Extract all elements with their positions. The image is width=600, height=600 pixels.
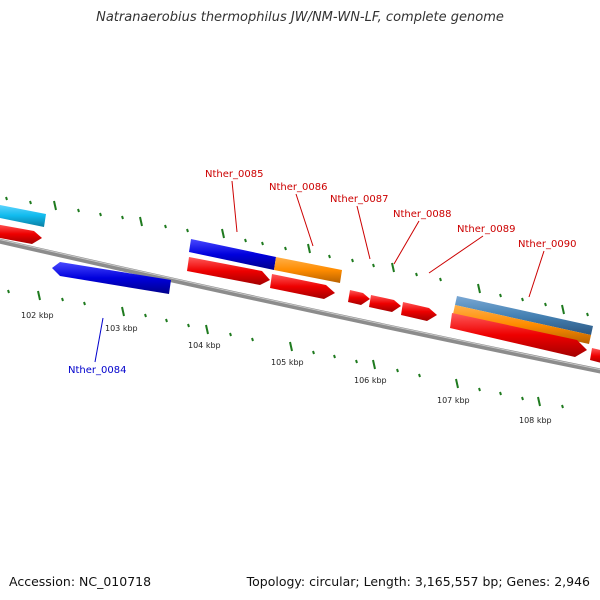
- label-leaders: [94, 180, 545, 363]
- gene-label-0088[interactable]: Nther_0088: [393, 209, 451, 220]
- kbp-label: 102 kbp: [21, 311, 54, 320]
- genome-backbone: [0, 238, 600, 374]
- gene-label-0086[interactable]: Nther_0086: [269, 182, 327, 193]
- gene-label-0087[interactable]: Nther_0087: [330, 194, 388, 205]
- gene-bar-0084[interactable]: [52, 262, 171, 294]
- cds-arrow-0087[interactable]: [348, 290, 370, 305]
- kbp-label: 103 kbp: [105, 324, 138, 333]
- outer-tick-row: [5, 196, 589, 317]
- kbp-labels: 102 kbp 103 kbp 104 kbp 105 kbp 106 kbp …: [21, 311, 552, 425]
- gene-track: [0, 204, 593, 344]
- gene-labels: Nther_0085 Nther_0086 Nther_0087 Nther_0…: [68, 169, 576, 376]
- cds-arrow-0085[interactable]: [187, 257, 270, 285]
- kbp-label: 108 kbp: [519, 416, 552, 425]
- cds-track: [0, 224, 600, 364]
- gene-bar-cyan[interactable]: [0, 204, 46, 227]
- kbp-label: 105 kbp: [271, 358, 304, 367]
- cds-arrow-0088b[interactable]: [401, 302, 437, 321]
- cds-arrow-0089[interactable]: [450, 313, 587, 357]
- genome-summary-text: Topology: circular; Length: 3,165,557 bp…: [246, 574, 590, 589]
- kbp-label: 107 kbp: [437, 396, 470, 405]
- map-title: Natranaerobius thermophilus JW/NM-WN-LF,…: [96, 10, 504, 25]
- gene-label-0084[interactable]: Nther_0084: [68, 365, 126, 376]
- cds-arrow-left[interactable]: [0, 224, 42, 244]
- cds-arrow-0088[interactable]: [369, 295, 401, 312]
- gene-bar-0086[interactable]: [274, 257, 342, 283]
- cds-arrow-right[interactable]: [590, 348, 600, 364]
- genome-backbone-highlight: [0, 239, 600, 370]
- cds-arrow-0086[interactable]: [270, 274, 335, 299]
- inner-tick-row: [7, 289, 564, 409]
- kbp-label: 104 kbp: [188, 341, 221, 350]
- gene-label-0090[interactable]: Nther_0090: [518, 239, 576, 250]
- gene-label-0085[interactable]: Nther_0085: [205, 169, 263, 180]
- kbp-label: 106 kbp: [354, 376, 387, 385]
- accession-text: Accession: NC_010718: [9, 574, 152, 589]
- gene-bar-0089-orange[interactable]: [453, 305, 591, 344]
- gene-label-0089[interactable]: Nther_0089: [457, 224, 515, 235]
- gene-bar-0085[interactable]: [189, 239, 276, 270]
- gene-bar-0089-steel[interactable]: [455, 296, 593, 335]
